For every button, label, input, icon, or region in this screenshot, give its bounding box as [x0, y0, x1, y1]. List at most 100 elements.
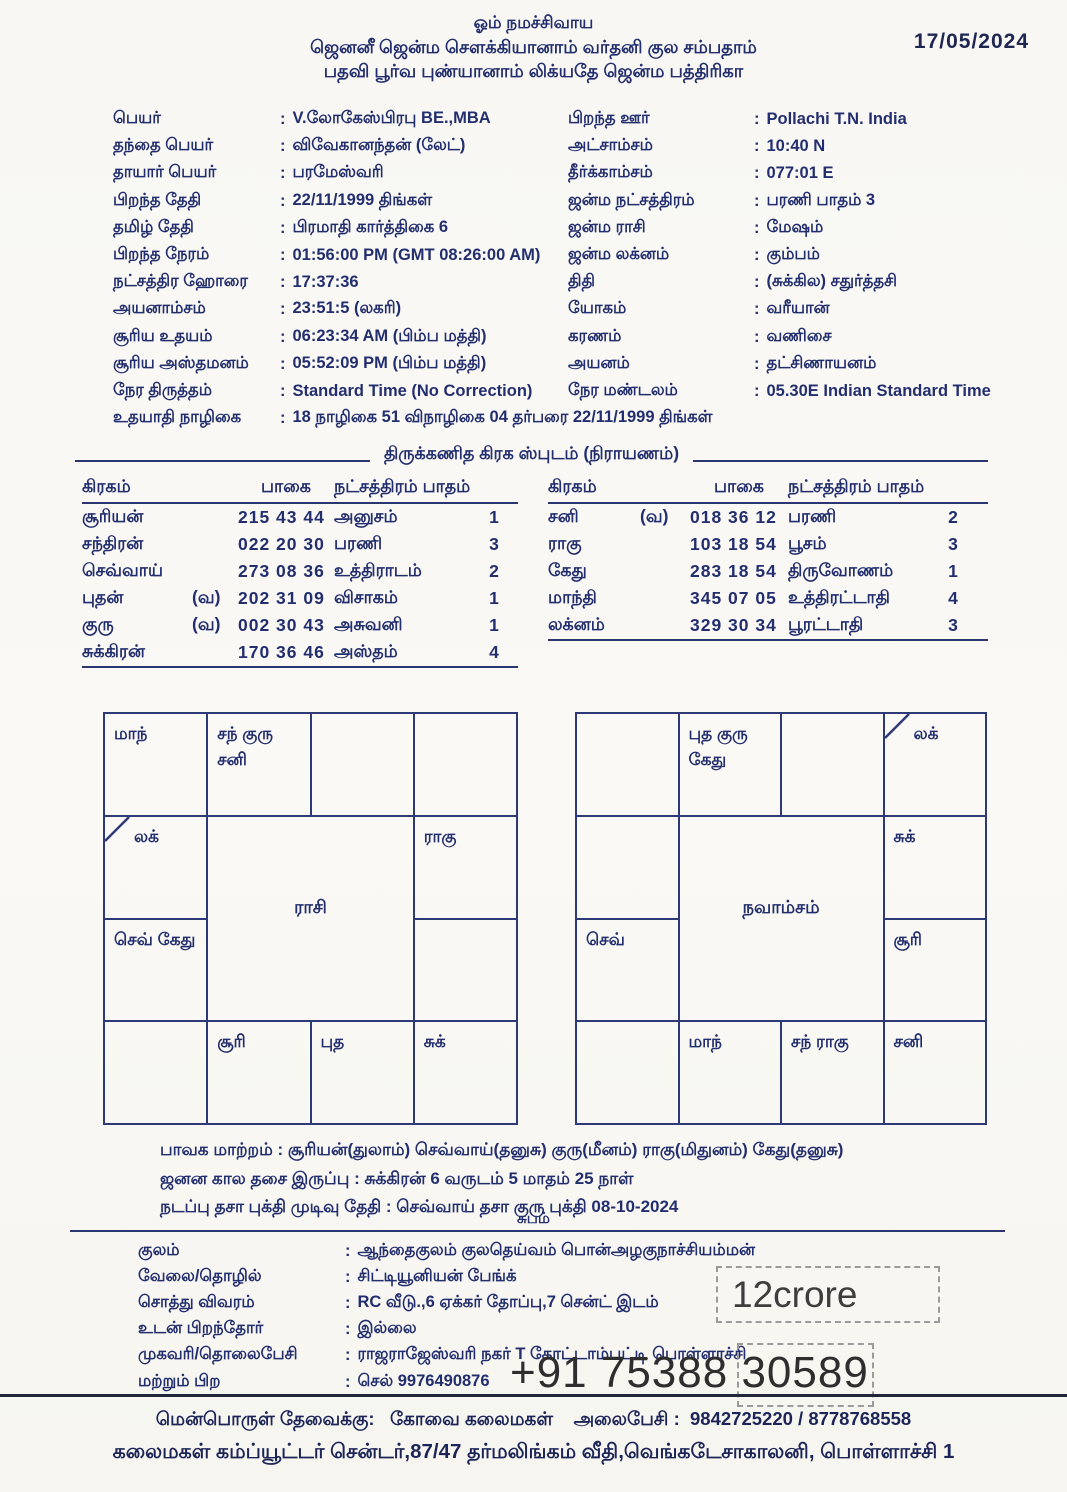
navamsam-cell-r4c4: சனி: [883, 1021, 986, 1124]
rasi-cell-r3c4: [413, 918, 517, 1022]
personal-colon: :: [345, 1241, 351, 1260]
details-left-column: பெயர் : V.லோகேஸ்பிரபு BE.,MBA தந்தை பெயர…: [113, 106, 713, 432]
planet-name: செவ்வாய்: [82, 560, 163, 580]
personal-row: மற்றும் பிற : செல் 9976490876: [138, 1369, 755, 1395]
planet-nakshatra: பூசம்: [788, 533, 827, 553]
planet-name: ராகு: [548, 533, 582, 553]
planet-abbrev: சந் ராகு: [791, 1032, 849, 1052]
lagna-diagonal-mark-icon: [883, 713, 910, 739]
detail-colon: :: [754, 164, 760, 183]
detail-row: சூரிய உதயம் : 06:23:34 AM (பிம்ப மத்தி): [113, 324, 713, 351]
detail-label: ஜன்ம நட்சத்திரம்: [568, 190, 695, 209]
planet-padam: 2: [489, 561, 499, 581]
planet-table-title: திருக்கணித கிரக ஸ்புடம் (நிராயணம்): [383, 443, 680, 463]
sloka-line-2: பதவி பூர்வ புண்யானாம் லிக்யதே ஜென்ம பத்த…: [323, 61, 744, 82]
personal-value: ஆந்தைகுலம் குலதெய்வம் பொன்அழகுநாச்சியம்ம…: [357, 1240, 755, 1259]
personal-row: வேலை/தொழில் : சிட்டியூனியன் பேங்க்: [138, 1264, 755, 1290]
planet-padam: 3: [948, 534, 958, 554]
rasi-cell-r4c2: சூரி: [207, 1021, 311, 1124]
header-graha: கிரகம்: [548, 476, 597, 496]
detail-colon: :: [280, 246, 286, 265]
detail-row: பிறந்த நேரம் : 01:56:00 PM (GMT 08:26:00…: [113, 242, 713, 269]
planet-degree: 018 36 12: [690, 507, 777, 527]
rasi-cell-r1c3: [310, 713, 414, 816]
detail-value: வணிசை: [766, 326, 832, 345]
navamsam-cell-r4c2: மாந்: [678, 1021, 781, 1124]
planet-nakshatra: உத்திராடம்: [334, 560, 422, 580]
navamsam-cell-r1c1: [576, 713, 679, 816]
detail-colon: :: [754, 137, 760, 156]
planet-degree: 273 08 36: [238, 561, 325, 581]
planet-retrograde: (வ): [192, 587, 221, 607]
rasi-cell-r1c2: சந் குரு சனி: [207, 713, 311, 816]
planet-padam: 1: [489, 507, 499, 527]
personal-label: முகவரி/தொலைபேசி: [138, 1345, 298, 1364]
planet-nakshatra: அனுசம்: [334, 506, 398, 526]
detail-colon: :: [280, 409, 286, 428]
personal-value: ராஜராஜேஸ்வரி நகர் T கோட்டாம்பட்டி பொள்ளா…: [357, 1345, 747, 1364]
detail-row: பிறந்த தேதி : 22/11/1999 திங்கள்: [113, 188, 713, 215]
header-degree: பாகை: [261, 476, 311, 496]
planet-padam: 1: [489, 588, 499, 608]
title-rule-left: [75, 460, 370, 462]
software-contact-line: மென்பொருள் தேவைக்கு: கோவை கலைமகள் அலைபேச…: [155, 1408, 912, 1429]
detail-colon: :: [754, 246, 760, 265]
planet-row: சனி (வ) 018 36 12 பரணி 2: [548, 504, 988, 531]
detail-row: ஜன்ம ராசி : மேஷம்: [568, 215, 991, 242]
detail-row: தாயார் பெயர் : பரமேஸ்வரி: [113, 160, 713, 187]
detail-label: பிறந்த ஊர்: [568, 109, 650, 128]
planet-name: சுக்கிரன்: [82, 641, 145, 661]
planet-name: மாந்தி: [548, 587, 597, 607]
planet-abbrev: மாந்: [114, 724, 148, 743]
planet-abbrev: சந் குரு: [217, 724, 274, 743]
personal-row: குலம் : ஆந்தைகுலம் குலதெய்வம் பொன்அழகுநா…: [138, 1238, 755, 1264]
detail-label: பிறந்த நேரம்: [113, 245, 210, 264]
detail-colon: :: [280, 381, 286, 400]
detail-value: 01:56:00 PM (GMT 08:26:00 AM): [292, 246, 541, 265]
planet-padam: 4: [489, 642, 499, 662]
planet-abbrev: சூரி: [893, 929, 923, 949]
planet-abbrev: செவ்: [586, 929, 625, 949]
planet-nakshatra: உத்திரட்டாதி: [788, 587, 890, 607]
personal-colon: :: [345, 1293, 351, 1312]
rasi-center-label: ராசி: [207, 815, 414, 1022]
planet-padam: 3: [948, 615, 958, 635]
planet-table-left-header: கிரகம் பாகை நட்சத்திரம் பாதம்: [82, 473, 518, 504]
header-nakshatra-padam: நட்சத்திரம் பாதம்: [788, 476, 925, 496]
planet-table-title-row: திருக்கணித கிரக ஸ்புடம் (நிராயணம்): [75, 443, 988, 466]
planet-name: புதன்: [82, 587, 124, 607]
detail-colon: :: [754, 327, 760, 346]
rasi-cell-r4c4: சுக்: [413, 1021, 517, 1124]
detail-colon: :: [754, 381, 760, 400]
detail-label: ஜன்ம லக்னம்: [568, 245, 670, 264]
detail-colon: :: [280, 218, 286, 237]
annotation-box-12crore: 12crore: [716, 1266, 940, 1323]
detail-row: தந்தை பெயர் : விவேகானந்தன் (லேட்): [113, 133, 713, 160]
detail-label: தீர்க்காம்சம்: [568, 163, 653, 182]
personal-label: உடன் பிறந்தோர்: [138, 1319, 264, 1338]
planet-row: சூரியன் 215 43 44 அனுசம் 1: [82, 504, 518, 531]
header-graha: கிரகம்: [82, 476, 131, 496]
planet-degree: 215 43 44: [238, 507, 325, 527]
detail-row: நேர மண்டலம் : 05.30E Indian Standard Tim…: [568, 378, 991, 405]
detail-value: 22/11/1999 திங்கள்: [292, 190, 433, 209]
detail-row: அயனாம்சம் : 23:51:5 (லகரி): [113, 296, 713, 323]
navamsam-cell-r3c4: சூரி: [883, 918, 986, 1022]
personal-colon: :: [345, 1346, 351, 1365]
detail-value: தட்சிணாயனம்: [766, 353, 877, 372]
detail-value: Pollachi T.N. India: [766, 110, 907, 129]
planet-padam: 2: [948, 507, 958, 527]
detail-colon: :: [754, 300, 760, 319]
personal-value: சிட்டியூனியன் பேங்க்: [357, 1266, 517, 1285]
detail-colon: :: [280, 354, 286, 373]
personal-colon: :: [345, 1320, 351, 1339]
detail-value: 077:01 E: [766, 164, 834, 183]
detail-label: தமிழ் தேதி: [113, 217, 194, 236]
planet-degree: 329 30 34: [690, 615, 777, 635]
phone-overlay: +91 75388 30589: [510, 1348, 869, 1397]
planet-nakshatra: பரணி: [788, 506, 837, 526]
planet-name: குரு: [82, 614, 114, 634]
bhava-change-line: பாவக மாற்றம் : சூரியன்(துலாம்) செவ்வாய்(…: [160, 1140, 844, 1159]
rasi-cell-r3c1: செவ் கேது: [104, 918, 208, 1022]
planet-abbrev: புத குரு: [688, 724, 748, 743]
